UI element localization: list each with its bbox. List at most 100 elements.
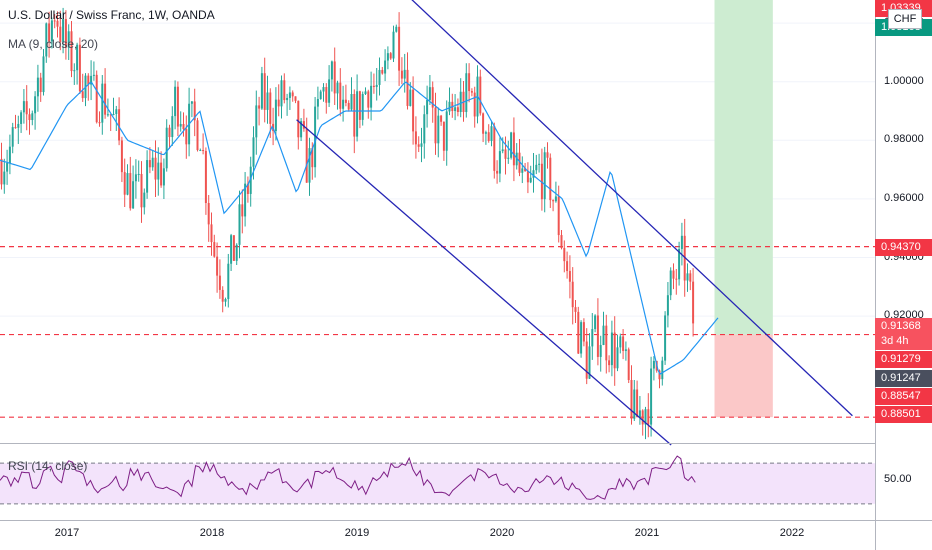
candle-body — [370, 85, 373, 108]
candle-body — [56, 20, 59, 27]
candle-body — [112, 113, 115, 115]
candle-body — [95, 74, 98, 123]
candle-body — [101, 83, 104, 123]
candle-body — [104, 83, 107, 115]
candle-body — [398, 26, 401, 71]
candle-body — [266, 92, 269, 110]
candle-body — [336, 82, 339, 94]
candle-body — [521, 168, 524, 173]
candle-body — [526, 171, 529, 183]
ma-path — [0, 81, 719, 375]
candle-body — [76, 44, 79, 71]
candle-body — [8, 146, 11, 164]
candle-body — [274, 99, 277, 132]
candle-body — [381, 69, 384, 74]
candle-body — [129, 173, 132, 209]
currency-button[interactable]: CHF — [888, 9, 922, 29]
candle-body — [53, 20, 56, 22]
candle-body — [386, 53, 389, 61]
candle-body — [689, 273, 692, 282]
candle-body — [148, 160, 151, 168]
candle-body — [622, 336, 625, 351]
candle-body — [165, 127, 168, 169]
candle-body — [652, 360, 655, 369]
candle-body — [291, 92, 294, 97]
candle-body — [560, 235, 563, 249]
candle-body — [532, 170, 535, 178]
candle-body — [658, 370, 661, 380]
candle-body — [571, 281, 574, 308]
candle-body — [210, 224, 213, 243]
candle-body — [297, 100, 300, 138]
candle-body — [650, 368, 653, 425]
candle-body — [568, 271, 571, 282]
candle-body — [70, 31, 73, 71]
candle-body — [39, 77, 42, 93]
candle-body — [106, 114, 109, 116]
candle-body — [322, 87, 325, 92]
candle-body — [202, 150, 205, 152]
candle-body — [599, 345, 602, 357]
candle-body — [36, 77, 39, 97]
candle-body — [126, 173, 129, 195]
candle-body — [171, 116, 174, 138]
candle-body — [372, 85, 375, 87]
candle-body — [431, 87, 434, 108]
moving-average-line — [0, 81, 719, 375]
candle-body — [6, 163, 9, 172]
candle-body — [641, 410, 644, 425]
candle-body — [162, 168, 165, 186]
candle-body — [311, 148, 314, 168]
candle-body — [406, 69, 409, 106]
position-zones — [714, 0, 773, 418]
candle-body — [255, 105, 258, 138]
candle-body — [403, 69, 406, 79]
candle-body — [669, 270, 672, 296]
candle-body — [249, 166, 252, 194]
price-tick-label: 0.96000 — [884, 191, 924, 204]
channel-lower-line — [296, 119, 672, 446]
candle-body — [269, 92, 272, 124]
candle-body — [3, 171, 6, 185]
candle-body — [140, 173, 143, 208]
candle-body — [384, 60, 387, 74]
candle-body — [420, 143, 423, 147]
candle-body — [440, 115, 443, 122]
candle-body — [585, 341, 588, 379]
candle-body — [31, 113, 34, 121]
candle-body — [235, 244, 238, 261]
candle-body — [288, 92, 291, 98]
rsi-level-label: 50.00 — [884, 473, 912, 485]
candle-body — [459, 91, 462, 112]
candle-body — [67, 31, 70, 48]
candle-body — [591, 329, 594, 347]
candle-body — [624, 349, 627, 351]
candle-body — [487, 132, 490, 141]
price-tag: 0.91279 — [875, 351, 932, 368]
candle-body — [680, 235, 683, 249]
candle-body — [482, 113, 485, 134]
candle-body — [120, 140, 123, 173]
candle-body — [232, 235, 235, 261]
candle-body — [672, 270, 675, 279]
candle-body — [286, 97, 289, 101]
candle-body — [496, 170, 499, 174]
candle-body — [389, 53, 392, 59]
rsi-line — [0, 455, 696, 500]
candle-body — [224, 299, 227, 302]
candle-body — [216, 256, 219, 276]
candle-body — [238, 204, 241, 245]
candle-body — [123, 172, 126, 195]
candle-body — [507, 157, 510, 159]
candle-body — [414, 131, 417, 145]
candle-body — [434, 107, 437, 144]
candle-body — [25, 101, 28, 115]
candle-body — [428, 87, 431, 100]
candle-body — [0, 158, 3, 185]
candle-body — [137, 173, 140, 175]
candle-body — [442, 121, 445, 151]
price-tag: 0.91368 — [875, 318, 932, 335]
candle-body — [62, 19, 65, 43]
candle-body — [498, 151, 501, 174]
